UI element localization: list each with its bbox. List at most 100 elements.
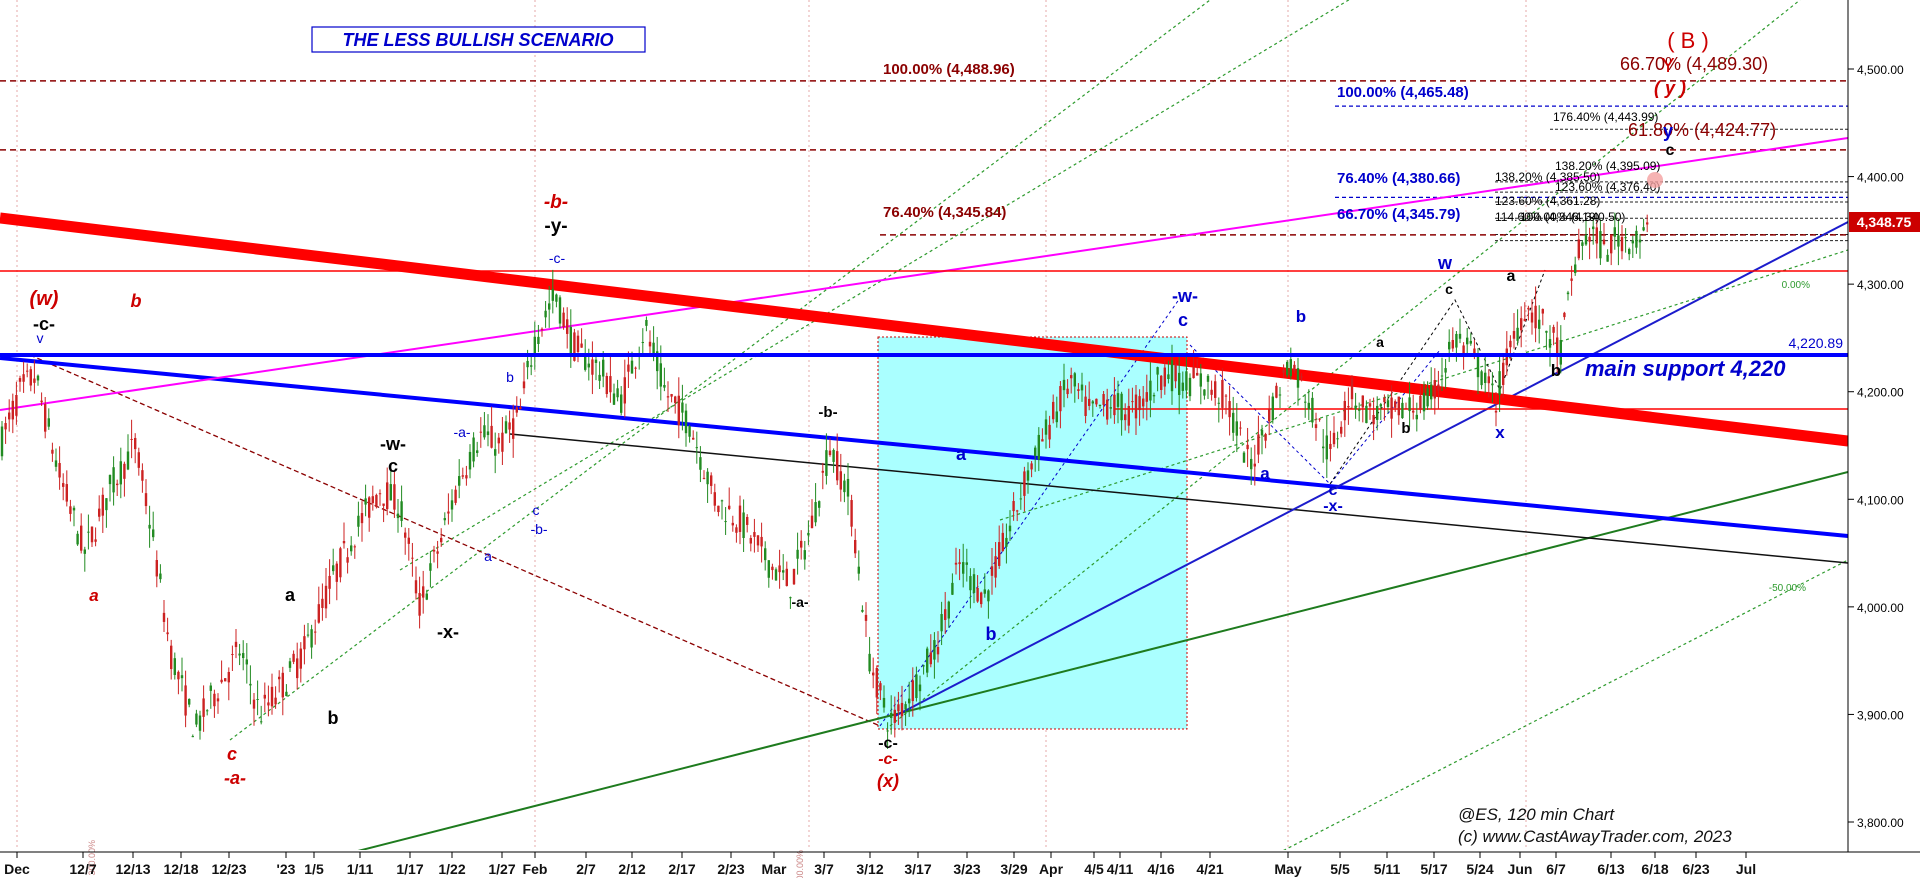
candle-body: [1278, 394, 1282, 396]
candle-body: [1322, 446, 1325, 449]
candle-body: [1520, 318, 1523, 331]
candle-body: [1257, 434, 1260, 455]
candle-body: [339, 548, 342, 578]
y-tick-label: 4,300.00: [1857, 278, 1904, 292]
candle-body: [933, 640, 936, 660]
candle-body: [1203, 389, 1206, 396]
x-tick-label: 5/5: [1330, 861, 1350, 877]
candle-body: [983, 589, 986, 594]
candle-body: [1221, 379, 1224, 408]
wave-label: -b-: [530, 521, 547, 537]
x-tick-label: 1/27: [488, 861, 515, 877]
candle-body: [0, 426, 4, 457]
footer-line-2: (c) www.CastAwayTrader.com, 2023: [1458, 827, 1732, 846]
candle-body: [580, 343, 583, 348]
candle-body: [1602, 239, 1606, 245]
candle-body: [292, 653, 295, 662]
candle-body: [101, 494, 104, 516]
candle-body: [616, 388, 619, 398]
candle-body: [634, 367, 637, 369]
candle-body: [1390, 397, 1393, 419]
candle-body: [1156, 367, 1159, 375]
channel-label: 0.00%: [1782, 280, 1810, 291]
wave-label: a: [285, 585, 296, 605]
candle-body: [652, 342, 655, 354]
candle-body: [411, 557, 414, 559]
candle-body: [605, 375, 608, 395]
candle-body: [105, 498, 108, 511]
candle-body: [357, 515, 360, 527]
candle-body: [908, 698, 911, 704]
candle-body: [483, 425, 486, 438]
wave-label: a: [89, 586, 98, 605]
wave-label: -c-: [878, 735, 898, 752]
candle-body: [90, 526, 94, 543]
candle-body: [454, 489, 457, 503]
candle-body: [1196, 372, 1199, 376]
candle-body: [706, 471, 709, 485]
marker-dot: [1647, 172, 1663, 188]
candle-body: [544, 310, 547, 318]
candle-body: [656, 351, 659, 372]
candle-body: [1199, 373, 1202, 387]
wave-label: a: [1260, 464, 1270, 483]
candle-body: [749, 538, 752, 544]
candle-body: [54, 460, 58, 467]
candle-body: [1055, 411, 1058, 423]
x-tick-label: 6/13: [1597, 861, 1624, 877]
y-tick-label: 3,900.00: [1857, 708, 1904, 722]
candle-body: [1397, 396, 1400, 416]
candle-body: [1131, 401, 1134, 403]
candle-body: [994, 556, 997, 578]
candle-body: [242, 653, 245, 659]
candle-body: [818, 501, 821, 508]
candle-body: [234, 641, 238, 648]
candle-body: [375, 494, 378, 507]
candle-body: [350, 545, 353, 552]
candle-body: [648, 341, 652, 347]
candle-body: [742, 512, 745, 538]
fib-label: 114.60% (4,346.19): [1495, 210, 1600, 224]
candle-body: [400, 501, 403, 521]
candle-body: [972, 574, 976, 593]
candle-body: [864, 614, 868, 621]
candle-body: [782, 570, 785, 573]
wave-label: ( y ): [1654, 78, 1686, 98]
candle-body: [191, 736, 194, 738]
candle-body: [627, 364, 630, 372]
wave-label: (w): [30, 288, 59, 310]
candle-body: [123, 463, 126, 479]
y-axis: 3,800.00 3,900.00 4,000.00 4,100.00 4,200.00…: [1847, 0, 1904, 852]
fib-label: 100.00% (4,488.96): [883, 61, 1015, 78]
candle-body: [342, 540, 346, 544]
candle-body: [260, 721, 263, 723]
blue-dotted-connectors: [879, 297, 1441, 727]
wave-label: -c-: [878, 751, 898, 768]
candle-body: [256, 699, 259, 701]
y-tick-label: 4,500.00: [1857, 63, 1904, 77]
wave-label: v: [37, 330, 44, 346]
candle-body: [1412, 410, 1415, 413]
candle-body: [576, 335, 580, 353]
candle-body: [1023, 471, 1026, 496]
candle-body: [1034, 447, 1037, 456]
candle-body: [447, 511, 450, 514]
candle-body: [1617, 235, 1620, 247]
candle-body: [911, 680, 914, 702]
candle-body: [796, 549, 799, 559]
x-tick-label: 5/11: [1374, 861, 1401, 877]
x-tick-label: Dec: [4, 861, 30, 877]
candle-body: [1214, 381, 1217, 398]
wave-label: w: [1437, 253, 1453, 273]
candle-body: [422, 586, 425, 598]
wave-label: -b-: [544, 192, 568, 213]
candle-body: [443, 518, 446, 521]
candle-body: [573, 332, 576, 361]
candle-body: [681, 402, 684, 413]
candle-body: [1088, 398, 1091, 406]
fib-label: 66.70% (4,489.30): [1620, 54, 1768, 74]
candle-body: [76, 533, 79, 545]
candle-body: [1415, 414, 1418, 420]
candle-body: [897, 704, 900, 712]
